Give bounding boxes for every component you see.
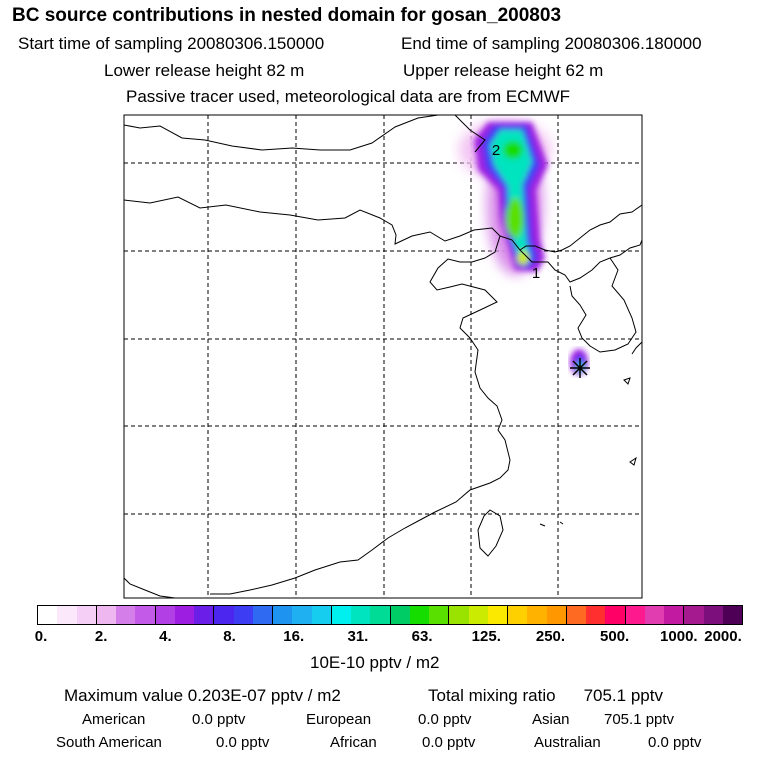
region-australian-value: 0.0 pptv	[648, 734, 702, 751]
colorbar-swatch	[116, 606, 136, 624]
tracer-note: Passive tracer used, meteorological data…	[126, 87, 571, 106]
region-south-american-name: South American	[56, 734, 162, 751]
colorbar-swatch	[214, 606, 234, 624]
region-american-value: 0.0 pptv	[192, 711, 246, 728]
plume-label-2: 2	[492, 142, 500, 159]
colorbar-swatch	[311, 606, 332, 624]
region-american-name: American	[82, 711, 146, 728]
colorbar-swatch	[38, 606, 58, 624]
colorbar-swatch	[96, 606, 116, 624]
colorbar-swatch	[351, 606, 371, 624]
colorbar-swatch	[233, 606, 253, 624]
region-african-value: 0.0 pptv	[422, 734, 476, 751]
end-time-label: End time of sampling 20080306.180000	[401, 34, 702, 53]
region-south-american-value: 0.0 pptv	[216, 734, 270, 751]
colorbar-swatch	[508, 606, 528, 624]
colorbar	[37, 605, 743, 625]
colorbar-swatch	[252, 606, 273, 624]
region-european-name: European	[306, 711, 372, 728]
region-australian-name: Australian	[534, 734, 601, 751]
tracer-plume	[459, 120, 588, 375]
colorbar-swatch	[155, 606, 175, 624]
colorbar-swatch	[703, 606, 723, 624]
colorbar-swatch	[390, 606, 410, 624]
colorbar-swatch	[76, 606, 97, 624]
colorbar-swatch	[684, 606, 704, 624]
colorbar-swatch	[644, 606, 664, 624]
total-mixing: Total mixing ratio 705.1 pptv	[428, 686, 663, 706]
colorbar-swatch	[546, 606, 567, 624]
map-gridlines	[124, 115, 642, 598]
colorbar-swatch	[135, 606, 156, 624]
upper-release-label: Upper release height 62 m	[403, 61, 604, 80]
total-mixing-label: Total mixing ratio	[428, 686, 556, 705]
map-frame	[123, 114, 643, 599]
colorbar-unit: 10E-10 pptv / m2	[310, 653, 440, 672]
colorbar-swatch	[449, 606, 469, 624]
region-european-value: 0.0 pptv	[418, 711, 472, 728]
colorbar-swatch	[174, 606, 194, 624]
map-background	[124, 115, 642, 598]
colorbar-swatch	[527, 606, 547, 624]
colorbar-swatch	[429, 606, 450, 624]
colorbar-swatch	[370, 606, 391, 624]
total-mixing-value: 705.1 pptv	[583, 686, 663, 705]
region-asian-name: Asian	[532, 711, 570, 728]
plume-label-1: 1	[532, 265, 540, 282]
coastlines	[124, 115, 642, 598]
colorbar-swatch	[586, 606, 606, 624]
lower-release-label: Lower release height 82 m	[104, 61, 305, 80]
colorbar-swatch	[57, 606, 77, 624]
colorbar-swatch	[194, 606, 215, 624]
colorbar-swatch	[722, 606, 742, 624]
colorbar-swatch	[625, 606, 645, 624]
max-value-label: Maximum value 0.203E-07 pptv / m2	[64, 686, 341, 705]
colorbar-swatch	[664, 606, 685, 624]
colorbar-swatch	[292, 606, 312, 624]
plot-title: BC source contributions in nested domain…	[12, 5, 562, 26]
region-african-name: African	[330, 734, 377, 751]
start-time-label: Start time of sampling 20080306.150000	[18, 34, 325, 53]
colorbar-swatch	[331, 606, 351, 624]
receptor-marker	[570, 358, 590, 378]
colorbar-swatch	[468, 606, 488, 624]
colorbar-swatch	[566, 606, 586, 624]
colorbar-swatch	[605, 606, 626, 624]
colorbar-swatch	[487, 606, 508, 624]
colorbar-swatch	[273, 606, 293, 624]
region-asian-value: 705.1 pptv	[604, 711, 675, 728]
colorbar-swatch	[409, 606, 429, 624]
